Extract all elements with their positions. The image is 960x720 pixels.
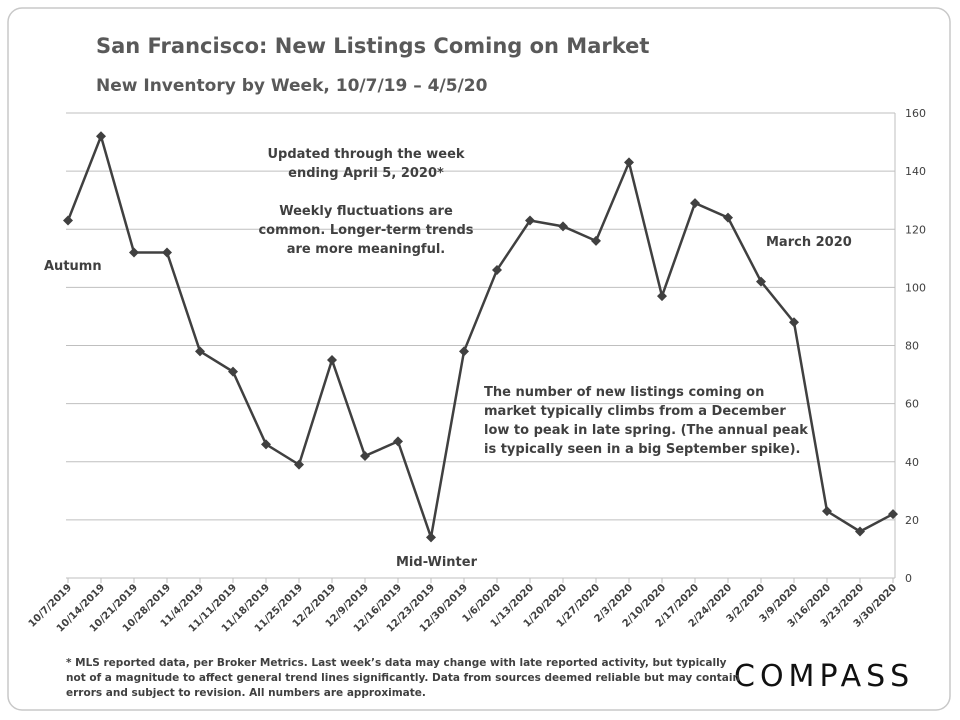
point [492, 264, 502, 275]
annotation: Autumn [44, 259, 102, 274]
annotation: ending April 5, 2020* [288, 166, 444, 181]
point [96, 131, 106, 142]
annotation: The number of new listings coming on [484, 385, 764, 400]
point [789, 317, 799, 328]
point [228, 366, 238, 377]
annotation: low to peak in late spring. (The annual … [484, 423, 808, 438]
footnote: * MLS reported data, per Broker Metrics.… [66, 657, 727, 669]
chart-title: San Francisco: New Listings Coming on Ma… [96, 34, 649, 58]
point [558, 221, 568, 232]
point [327, 355, 337, 366]
point [690, 198, 700, 209]
y-tick-label: 60 [905, 398, 919, 411]
point [261, 439, 271, 450]
point [459, 346, 469, 357]
point [129, 247, 139, 258]
annotation: market typically climbs from a December [484, 404, 786, 419]
point [888, 509, 898, 520]
point [624, 157, 634, 168]
series-line [66, 132, 894, 543]
y-tick-label: 80 [905, 340, 919, 353]
annotation: are more meaningful. [287, 242, 445, 257]
point [393, 436, 403, 447]
y-tick-label: 40 [905, 456, 919, 469]
y-tick-label: 100 [905, 281, 926, 294]
y-tick-label: 120 [905, 223, 926, 236]
annotation: Mid-Winter [396, 555, 478, 570]
footnote: not of a magnitude to affect general tre… [66, 672, 740, 684]
point [591, 235, 601, 246]
annotation: Updated through the week [267, 147, 464, 162]
annotation: common. Longer-term trends [258, 223, 473, 238]
y-tick-label: 0 [905, 572, 912, 585]
annotation: is typically seen in a big September spi… [484, 442, 800, 457]
y-tick-label: 140 [905, 165, 926, 178]
chart-subtitle: New Inventory by Week, 10/7/19 – 4/5/20 [96, 76, 488, 96]
point [195, 346, 205, 357]
annotation: March 2020 [766, 235, 852, 250]
point [855, 526, 865, 537]
point [723, 212, 733, 223]
y-tick-label: 20 [905, 514, 919, 527]
logo: COMPASS [734, 659, 914, 694]
point [525, 215, 535, 226]
point [63, 215, 73, 226]
annotation: Weekly fluctuations are [279, 204, 453, 219]
point [162, 247, 172, 258]
point [360, 450, 370, 461]
footnote: errors and subject to revision. All numb… [66, 687, 426, 699]
point [822, 506, 832, 517]
point [426, 532, 436, 543]
frame [7, 7, 951, 711]
point [294, 459, 304, 470]
point [756, 276, 766, 287]
y-tick-label: 160 [905, 107, 926, 120]
point [657, 291, 667, 302]
